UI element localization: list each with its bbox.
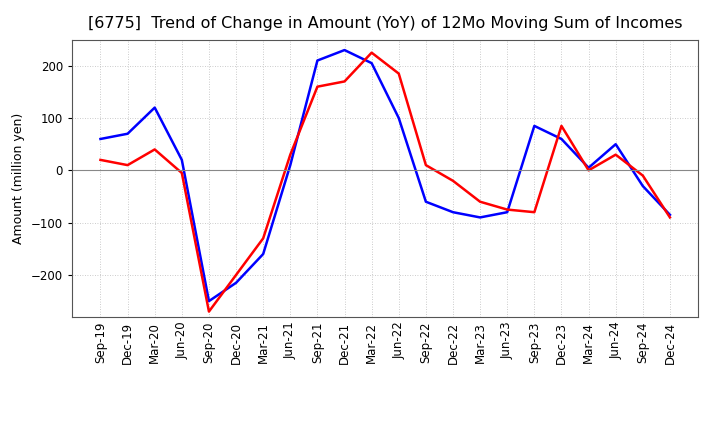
Ordinary Income [476,215,485,220]
Ordinary Income [286,162,294,168]
Net Income [530,209,539,215]
Title: [6775]  Trend of Change in Amount (YoY) of 12Mo Moving Sum of Incomes: [6775] Trend of Change in Amount (YoY) o… [88,16,683,32]
Net Income [367,50,376,55]
Y-axis label: Amount (million yen): Amount (million yen) [12,113,25,244]
Net Income [204,309,213,314]
Ordinary Income [123,131,132,136]
Net Income [150,147,159,152]
Net Income [123,162,132,168]
Ordinary Income [178,157,186,162]
Net Income [341,79,349,84]
Ordinary Income [313,58,322,63]
Ordinary Income [395,115,403,121]
Net Income [611,152,620,158]
Net Income [476,199,485,204]
Net Income [178,170,186,176]
Net Income [286,152,294,158]
Ordinary Income [530,123,539,128]
Net Income [232,272,240,278]
Ordinary Income [96,136,105,142]
Ordinary Income [150,105,159,110]
Ordinary Income [611,142,620,147]
Ordinary Income [204,298,213,304]
Net Income [639,173,647,178]
Net Income [557,123,566,128]
Ordinary Income [639,183,647,189]
Line: Ordinary Income: Ordinary Income [101,50,670,301]
Ordinary Income [341,48,349,53]
Ordinary Income [584,165,593,170]
Ordinary Income [449,209,457,215]
Net Income [503,207,511,212]
Net Income [665,215,674,220]
Net Income [259,236,268,241]
Ordinary Income [367,60,376,66]
Ordinary Income [232,280,240,286]
Net Income [313,84,322,89]
Ordinary Income [557,136,566,142]
Net Income [395,71,403,76]
Ordinary Income [665,212,674,217]
Net Income [421,162,430,168]
Ordinary Income [503,209,511,215]
Ordinary Income [421,199,430,204]
Line: Net Income: Net Income [101,53,670,312]
Net Income [584,168,593,173]
Net Income [96,157,105,162]
Ordinary Income [259,251,268,257]
Net Income [449,178,457,183]
